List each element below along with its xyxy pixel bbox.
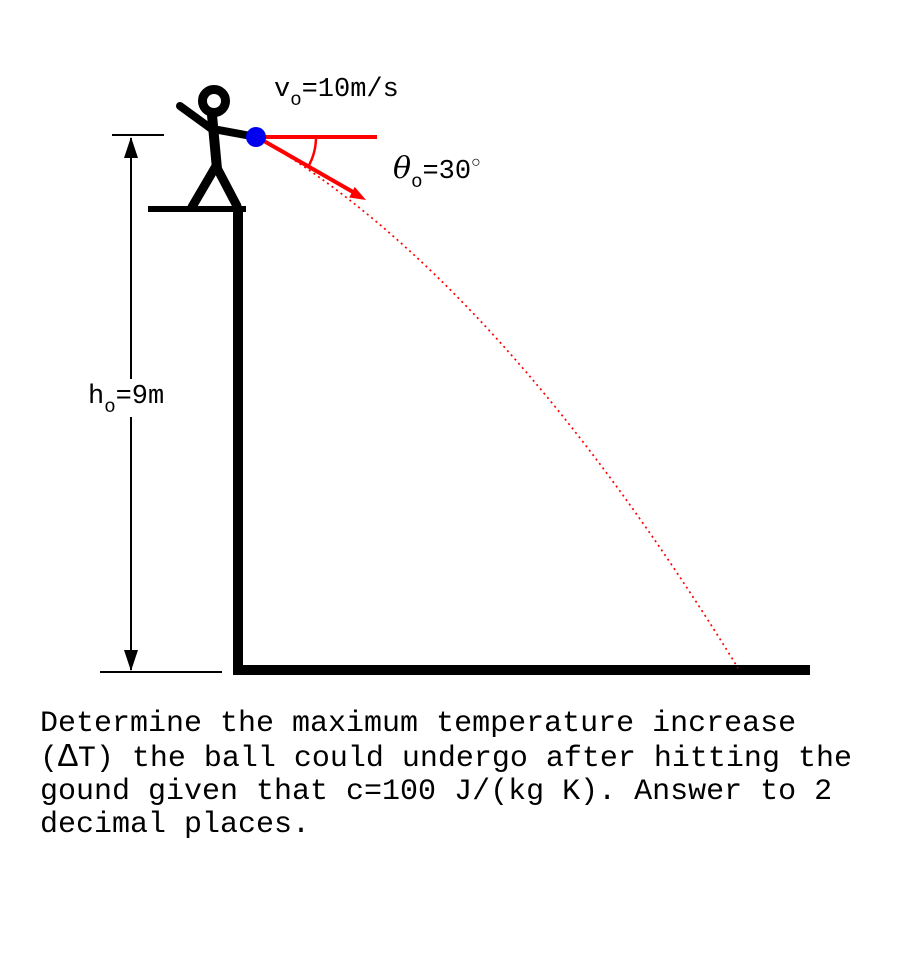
angle-arc — [306, 136, 318, 168]
projectile-diagram — [100, 85, 810, 675]
height-value: =9m — [115, 382, 165, 412]
velocity-vector-line — [256, 135, 354, 194]
problem-statement: Determine the maximum temperature increa… — [40, 708, 852, 842]
angle-value: =30 — [422, 157, 472, 187]
trajectory-path — [256, 136, 739, 669]
theta-symbol: θ — [393, 151, 412, 186]
height-dimension-arrow-down-icon — [124, 650, 138, 671]
stick-figure-head — [198, 85, 230, 117]
problem-line-4: decimal places. — [40, 808, 311, 842]
degree-icon: ○ — [471, 154, 481, 172]
delta-symbol: Δ — [58, 739, 78, 776]
height-symbol: h — [88, 382, 105, 412]
angle-subscript: o — [411, 171, 423, 193]
height-subscript: o — [104, 396, 116, 418]
problem-line-2-rest: T) the ball could undergo after hitting … — [77, 742, 852, 776]
stick-figure-arm-left — [176, 102, 217, 134]
stick-figure-leg-left — [187, 161, 221, 212]
problem-line-1: Determine the maximum temperature increa… — [40, 707, 797, 741]
height-label: ho=9m — [84, 379, 169, 418]
ball — [246, 127, 266, 147]
velocity-value: =10m/s — [301, 75, 399, 105]
velocity-label: vo=10m/s — [274, 74, 399, 111]
problem-line-3: gound given that c=100 J/(kg K). Answer … — [40, 775, 833, 809]
height-dimension-arrow-up-icon — [124, 137, 138, 158]
problem-line-2-open: ( — [40, 742, 59, 776]
velocity-symbol: v — [274, 75, 291, 105]
stick-figure-arm-right — [209, 125, 255, 140]
stick-figure-leg-right — [211, 161, 242, 211]
velocity-subscript: o — [290, 89, 302, 111]
stick-figure — [176, 85, 255, 212]
problem-line-2: (ΔT) the ball could undergo after hittin… — [40, 741, 852, 776]
angle-label: θo=30○ — [393, 151, 481, 193]
stick-figure-body — [207, 110, 222, 174]
velocity-vector-arrowhead-icon — [349, 186, 366, 200]
